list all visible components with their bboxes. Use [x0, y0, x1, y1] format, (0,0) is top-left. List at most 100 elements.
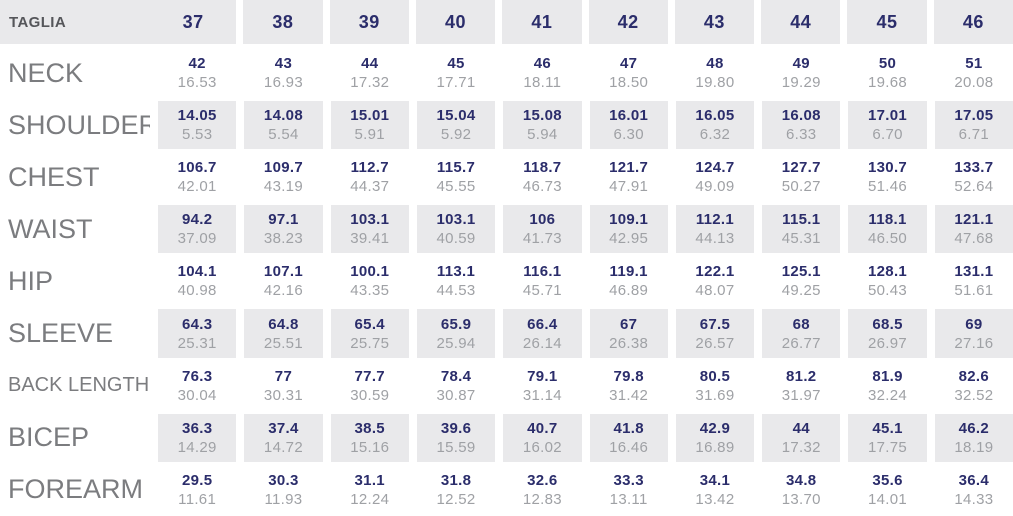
- inch-value: 5.92: [440, 126, 472, 144]
- cm-value: 44: [361, 55, 379, 73]
- cm-value: 41.8: [613, 419, 644, 437]
- cm-value: 38.5: [354, 419, 385, 437]
- cm-value: 115.1: [782, 211, 821, 229]
- inch-value: 31.97: [781, 386, 821, 404]
- cm-value: 130.7: [868, 159, 908, 177]
- inch-value: 17.75: [868, 438, 908, 456]
- inch-value: 12.83: [522, 490, 562, 508]
- measurement-cell: 77 30.31: [236, 360, 322, 412]
- measurement-cell: 97.1 38.23: [236, 203, 323, 256]
- cm-value: 107.1: [263, 263, 303, 281]
- measurement-cell: 68.5 26.97: [840, 307, 927, 360]
- inch-value: 25.51: [263, 334, 303, 352]
- measurement-cell: 103.1 39.41: [322, 203, 409, 256]
- cm-value: 67.5: [699, 315, 731, 333]
- cm-value: 64.8: [268, 315, 299, 333]
- cm-value: 64.3: [181, 315, 213, 333]
- measurement-cell: 125.1 49.25: [754, 255, 840, 307]
- inch-value: 6.70: [872, 126, 903, 144]
- size-column-header: 42: [581, 0, 668, 47]
- cm-value: 100.1: [350, 263, 390, 281]
- inch-value: 14.01: [868, 490, 908, 508]
- cm-value: 113.1: [436, 263, 476, 281]
- cm-value: 46.2: [958, 419, 990, 437]
- measurement-cell: 45.1 17.75: [840, 411, 927, 464]
- size-column-header: 38: [236, 0, 323, 47]
- measurement-cell: 38.5 15.16: [322, 411, 409, 464]
- measurement-cell: 44 17.32: [323, 47, 409, 99]
- cm-value: 48: [706, 55, 724, 73]
- measurement-cell: 36.4 14.33: [927, 464, 1013, 516]
- inch-value: 30.31: [263, 386, 303, 404]
- measurement-cell: 116.1 45.71: [495, 255, 581, 307]
- inch-value: 12.52: [436, 490, 476, 508]
- cm-value: 65.9: [440, 315, 472, 333]
- inch-value: 18.19: [954, 438, 994, 456]
- inch-value: 14.29: [177, 438, 217, 456]
- inch-value: 18.11: [523, 74, 562, 92]
- row-label: WAIST: [8, 213, 93, 244]
- measurement-cell: 124.7 49.09: [668, 151, 754, 203]
- cm-value: 112.7: [350, 159, 389, 177]
- cm-value: 118.1: [868, 211, 907, 229]
- inch-value: 45.55: [436, 178, 476, 196]
- cm-value: 43: [274, 55, 293, 73]
- inch-value: 50.43: [868, 282, 908, 300]
- table-corner-header: TAGLIA: [0, 0, 150, 47]
- size-column-header: 39: [322, 0, 409, 47]
- inch-value: 42.95: [609, 230, 649, 248]
- inch-value: 52.64: [954, 178, 994, 196]
- cm-value: 116.1: [523, 263, 562, 281]
- measurement-cell: 68 26.77: [754, 307, 841, 360]
- cm-value: 29.5: [181, 471, 213, 489]
- inch-value: 46.73: [522, 178, 562, 196]
- cm-value: 17.05: [954, 107, 994, 125]
- cm-value: 31.1: [354, 471, 385, 489]
- size-column-header: 43: [667, 0, 755, 47]
- cm-value: 106.7: [177, 159, 217, 177]
- measurement-cell: 46 18.11: [495, 47, 581, 99]
- row-label: BICEP: [8, 422, 90, 453]
- inch-value: 25.94: [436, 334, 476, 352]
- inch-value: 19.68: [868, 74, 908, 92]
- measurement-cell: 121.7 47.91: [582, 151, 668, 203]
- measurement-cell: 17.01 6.70: [840, 99, 927, 152]
- cm-value: 14.08: [263, 107, 303, 125]
- cm-value: 37.4: [268, 419, 299, 437]
- cm-value: 122.1: [695, 263, 735, 281]
- measurement-cell: 79.8 31.42: [582, 360, 668, 412]
- measurement-cell: 47 18.50: [582, 47, 668, 99]
- cm-value: 109.1: [609, 211, 649, 229]
- cm-value: 35.6: [872, 471, 903, 489]
- inch-value: 32.52: [954, 386, 994, 404]
- inch-value: 51.46: [868, 178, 908, 196]
- inch-value: 45.71: [522, 282, 562, 300]
- cm-value: 76.3: [181, 367, 213, 385]
- measurement-cell: 31.1 12.24: [323, 464, 409, 516]
- row-label: SHOULDER: [8, 109, 159, 140]
- measurement-cell: 66.4 26.14: [495, 307, 582, 360]
- measurement-cell: 51 20.08: [927, 47, 1013, 99]
- measurement-cell: 40.7 16.02: [495, 411, 582, 464]
- inch-value: 26.38: [609, 334, 649, 352]
- measurement-cell: 121.1 47.68: [926, 203, 1013, 256]
- measurement-cell: 78.4 30.87: [409, 360, 495, 412]
- inch-value: 6.71: [958, 126, 990, 144]
- measurement-cell: 107.1 42.16: [236, 255, 322, 307]
- inch-value: 44.37: [350, 178, 390, 196]
- measurement-cell: 48 19.80: [668, 47, 754, 99]
- cm-value: 50: [878, 55, 897, 73]
- cm-value: 40.7: [527, 419, 558, 437]
- inch-value: 6.30: [613, 126, 644, 144]
- measurement-cell: 15.04 5.92: [408, 99, 496, 152]
- cm-value: 119.1: [609, 263, 648, 281]
- measurement-cell: 31.8 12.52: [409, 464, 495, 516]
- inch-value: 38.23: [263, 230, 303, 248]
- measurement-cell: 17.05 6.71: [926, 99, 1013, 152]
- cm-value: 49: [792, 55, 810, 73]
- measurement-cell: 115.7 45.55: [409, 151, 495, 203]
- measurement-cell: 15.01 5.91: [322, 99, 409, 152]
- measurement-cell: 80.5 31.69: [668, 360, 754, 412]
- inch-value: 12.24: [350, 490, 390, 508]
